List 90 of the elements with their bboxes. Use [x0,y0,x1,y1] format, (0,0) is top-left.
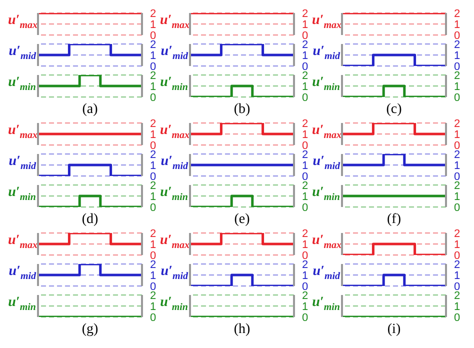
y-tick-label: 2 [454,290,460,302]
y-tick-label: 0 [150,312,156,324]
y-axis-title: u′$_{mid}$ [160,44,188,64]
y-tick-label: 1 [454,50,460,62]
text: (d) [80,211,100,228]
y-tick-label: 1 [150,128,156,141]
y-axis-title: u′$_{mid}$ [8,44,36,64]
y-axis-title: u′$_{min}$ [312,185,340,205]
y-tick-label: 1 [302,190,308,203]
y-tick-label: 1 [454,270,460,282]
y-tick-label: 1 [302,300,308,313]
y-tick-label: 2 [454,70,460,82]
y-tick-label: 1 [302,270,308,282]
y-tick-label: 1 [150,18,156,31]
text: (a) [81,101,99,118]
y-tick-label: 2 [454,180,460,192]
y-tick-label: 1 [150,300,156,313]
y-axis-title: u′$_{mid}$ [8,264,36,284]
y-axis-title: u′$_{max}$ [312,13,342,33]
y-axis-title: u′$_{max}$ [8,123,38,143]
text: (c) [385,101,403,118]
y-tick-label: 1 [150,160,156,172]
y-tick-label: 1 [302,128,308,141]
y-tick-label: 2 [150,180,156,192]
y-tick-label: 0 [454,312,460,324]
y-tick-label: 1 [150,270,156,282]
y-axis-title: u′$_{max}$ [160,123,190,143]
y-tick-label: 1 [302,238,308,251]
y-axis-title: u′$_{min}$ [160,295,188,315]
y-tick-label: 1 [150,190,156,203]
y-tick-label: 1 [302,18,308,31]
y-axis-title: u′$_{mid}$ [312,264,340,284]
y-axis-title: u′$_{min}$ [160,185,188,205]
y-axis-title: u′$_{max}$ [8,233,38,253]
y-axis-title: u′$_{min}$ [160,75,188,95]
text: (f) [386,211,402,228]
y-tick-label: 2 [150,290,156,302]
y-tick-label: 1 [454,238,460,251]
y-tick-label: 0 [302,92,308,104]
y-tick-label: 0 [150,92,156,104]
y-tick-label: 0 [302,312,308,324]
y-tick-label: 2 [454,118,460,130]
y-tick-label: 2 [150,228,156,240]
y-tick-label: 1 [454,160,460,172]
y-axis-title: u′$_{min}$ [312,75,340,95]
y-tick-label: 0 [302,202,308,214]
y-axis-title: u′$_{min}$ [8,185,36,205]
y-tick-label: 1 [302,160,308,172]
y-tick-label: 0 [150,202,156,214]
y-tick-label: 1 [454,80,460,93]
y-tick-label: 0 [454,92,460,104]
y-tick-label: 1 [150,80,156,93]
y-tick-label: 1 [454,190,460,203]
y-tick-label: 2 [302,8,308,20]
y-tick-label: 1 [302,50,308,62]
y-tick-label: 2 [302,180,308,192]
y-tick-label: 1 [150,50,156,62]
y-axis-title: u′$_{max}$ [160,233,190,253]
y-axis-title: u′$_{mid}$ [160,264,188,284]
y-tick-label: 1 [302,80,308,93]
y-tick-label: 2 [302,290,308,302]
y-axis-title: u′$_{max}$ [312,233,342,253]
y-axis-title: u′$_{min}$ [8,295,36,315]
text: (i) [386,321,402,338]
y-tick-label: 0 [454,202,460,214]
y-tick-label: 2 [302,118,308,130]
y-tick-label: 1 [454,128,460,141]
text: (g) [80,321,100,338]
y-axis-title: u′$_{max}$ [312,123,342,143]
y-axis-title: u′$_{max}$ [160,13,190,33]
y-axis-title: u′$_{mid}$ [312,154,340,174]
y-tick-label: 2 [454,228,460,240]
y-axis-title: u′$_{min}$ [8,75,36,95]
y-tick-label: 1 [150,238,156,251]
y-tick-label: 2 [454,8,460,20]
y-tick-label: 1 [454,300,460,313]
y-tick-label: 2 [302,228,308,240]
y-tick-label: 2 [150,8,156,20]
text: (b) [232,101,252,118]
y-tick-label: 2 [150,70,156,82]
y-axis-title: u′$_{mid}$ [160,154,188,174]
y-tick-label: 2 [150,118,156,130]
text: (h) [232,321,252,338]
y-tick-label: 1 [454,18,460,31]
y-axis-title: u′$_{min}$ [312,295,340,315]
text: (e) [233,211,251,228]
y-axis-title: u′$_{mid}$ [8,154,36,174]
y-tick-label: 2 [302,70,308,82]
y-axis-title: u′$_{max}$ [8,13,38,33]
y-axis-title: u′$_{mid}$ [312,44,340,64]
